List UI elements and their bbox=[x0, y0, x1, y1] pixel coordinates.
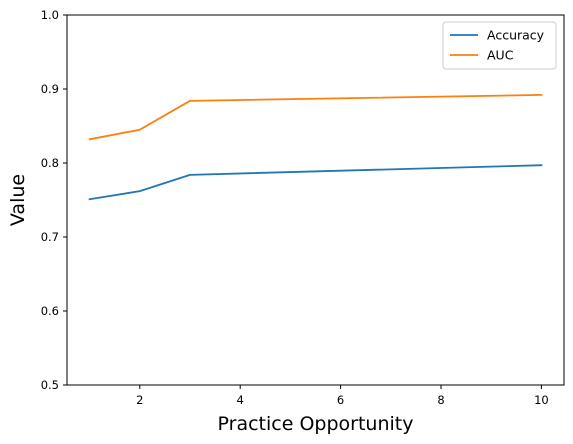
axis-layer: 2 4 6 8 10 0.5 0.6 0.7 0.8 0.9 1.0 bbox=[41, 8, 549, 407]
plot-area bbox=[67, 15, 564, 385]
x-tick-label: 4 bbox=[237, 393, 244, 407]
x-tick-label: 6 bbox=[337, 393, 344, 407]
y-tick-label: 1.0 bbox=[41, 8, 59, 22]
x-tick-label: 10 bbox=[534, 393, 549, 407]
legend: Accuracy AUC bbox=[442, 21, 557, 70]
x-tick-label: 8 bbox=[437, 393, 444, 407]
legend-box bbox=[442, 21, 557, 70]
y-tick-label: 0.9 bbox=[41, 82, 59, 96]
legend-label-accuracy: Accuracy bbox=[487, 28, 545, 43]
series-layer bbox=[88, 94, 543, 201]
x-axis-label: Practice Opportunity bbox=[218, 413, 414, 435]
y-tick-label: 0.8 bbox=[41, 156, 59, 170]
plot-frame bbox=[66, 14, 565, 386]
y-tick-label: 0.6 bbox=[41, 304, 59, 318]
series-line-auc bbox=[88, 94, 543, 141]
legend-label-auc: AUC bbox=[487, 48, 514, 63]
y-tick-label: 0.7 bbox=[41, 230, 59, 244]
series-line-accuracy bbox=[88, 164, 543, 201]
y-tick-label: 0.5 bbox=[41, 378, 59, 392]
y-axis-label: Value bbox=[7, 174, 29, 226]
x-tick-label: 2 bbox=[136, 393, 143, 407]
